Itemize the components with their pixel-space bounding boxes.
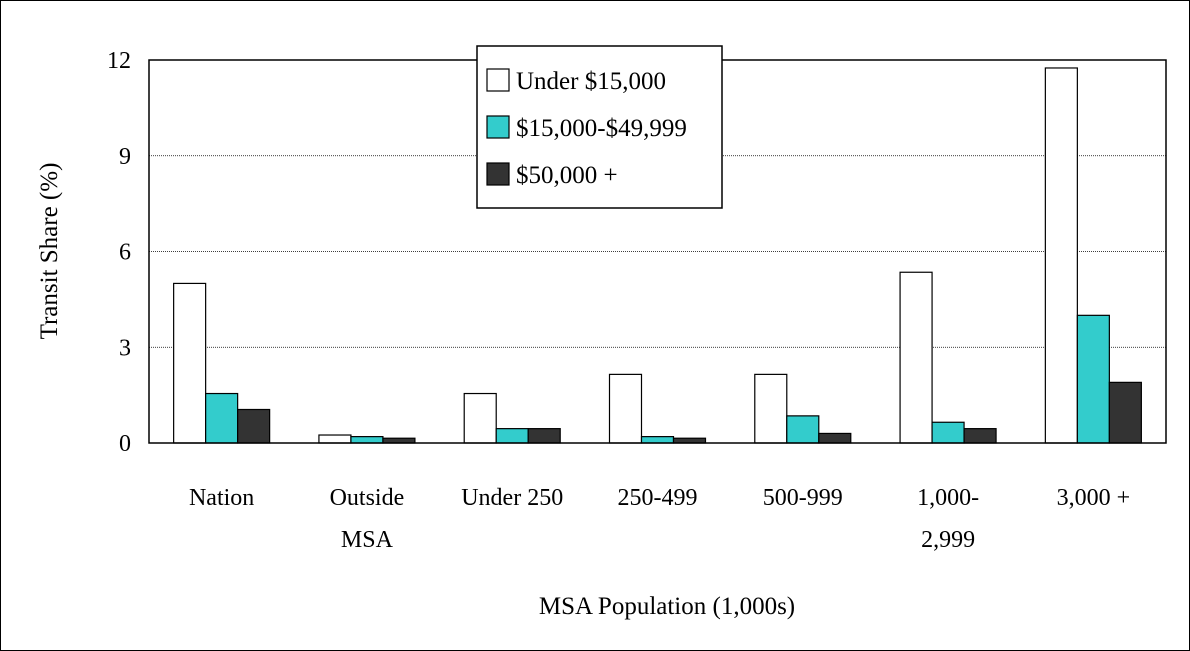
x-category-label: 2,999 <box>921 527 975 553</box>
bar <box>899 271 933 444</box>
y-tick-label: 0 <box>119 431 131 457</box>
bar <box>1076 314 1110 444</box>
legend-label: $15,000-$49,999 <box>516 115 687 142</box>
x-category-label: 500-999 <box>763 485 843 511</box>
y-axis-ticks: 0 3 6 9 12 <box>107 48 131 457</box>
x-axis-categories: Nation Outside MSA Under 250 250-499 500-999 1… <box>189 485 1130 553</box>
bar <box>173 282 207 444</box>
legend-swatch <box>486 68 510 92</box>
y-axis-title: Transit Share (%) <box>36 163 63 340</box>
bar <box>205 392 239 444</box>
y-tick-label: 12 <box>107 48 131 74</box>
legend-swatch <box>486 115 510 139</box>
x-category-label: Outside <box>330 485 405 511</box>
x-category-label: 1,000- <box>917 485 979 511</box>
x-category-label: 250-499 <box>618 485 698 511</box>
y-tick-label: 6 <box>119 240 131 266</box>
bar <box>754 373 788 444</box>
bar <box>350 436 384 444</box>
legend: Under $15,000 $15,000-$49,999 $50,000 + <box>476 45 723 209</box>
x-category-label: Nation <box>189 485 254 511</box>
bar <box>495 428 529 444</box>
bar <box>608 373 643 444</box>
y-tick-label: 3 <box>119 335 131 361</box>
legend-box <box>476 45 723 209</box>
bar <box>963 428 997 444</box>
bar <box>818 432 852 444</box>
x-axis-title: MSA Population (1,000s) <box>539 593 795 620</box>
bar <box>931 421 965 444</box>
legend-label: $50,000 + <box>516 162 618 189</box>
bar <box>527 428 561 444</box>
legend-swatch <box>486 162 510 186</box>
bar <box>640 436 675 444</box>
bar <box>463 392 497 444</box>
bar <box>786 415 820 444</box>
bars <box>173 67 1142 444</box>
y-tick-label: 9 <box>119 144 131 170</box>
bar <box>318 434 352 444</box>
x-category-label: 3,000 + <box>1057 485 1131 511</box>
bar <box>1044 67 1078 444</box>
x-category-label: Under 250 <box>461 485 563 511</box>
x-category-label: MSA <box>341 527 394 553</box>
bar <box>237 408 271 444</box>
legend-label: Under $15,000 <box>516 68 666 95</box>
bar <box>1108 381 1142 444</box>
